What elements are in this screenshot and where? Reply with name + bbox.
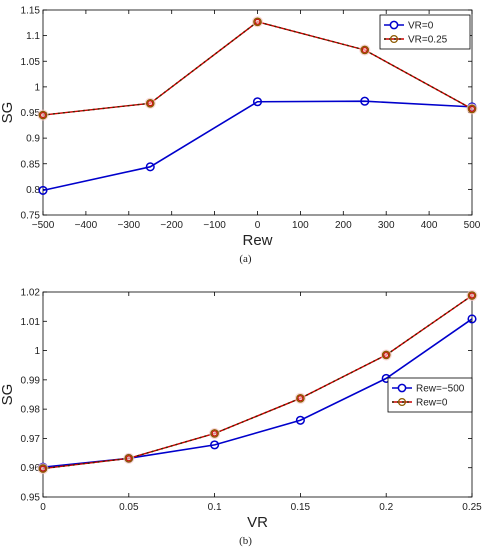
x-axis-label: Rew: [242, 232, 272, 249]
y-tick-label: 0.85: [21, 159, 41, 170]
x-tick-label: 0.1: [208, 502, 222, 513]
x-tick-label: 500: [464, 220, 481, 231]
data-point-inner: [254, 18, 261, 25]
data-point: [252, 97, 263, 107]
legend-label: VR=0.25: [408, 35, 448, 46]
caption: (b): [239, 535, 252, 547]
x-tick-label: 0.25: [462, 502, 482, 513]
data-point: [38, 464, 48, 473]
x-tick-label: 0.2: [379, 502, 393, 513]
legend-label: Rew=−500: [416, 384, 465, 395]
x-tick-label: −500: [32, 220, 55, 231]
data-point: [467, 291, 477, 300]
data-point: [210, 440, 220, 450]
x-tick-label: 400: [421, 220, 438, 231]
y-tick-label: 0.95: [21, 108, 41, 119]
chart-panel-a: −500 −400 −300 −200 −100 0 100 200 300 400 500 0.75…: [0, 6, 481, 266]
data-point-inner: [297, 395, 304, 402]
x-tick-label: −300: [118, 220, 141, 231]
y-tick-label: 1.1: [26, 31, 40, 42]
data-point: [38, 110, 48, 120]
legend-label: Rew=0: [416, 398, 448, 409]
data-point: [467, 314, 477, 324]
y-tick-label: 0.98: [21, 405, 41, 416]
data-point-inner: [40, 465, 46, 472]
y-tick-label: 0.97: [21, 434, 41, 445]
data-point-inner: [147, 100, 154, 107]
data-point: [295, 415, 305, 425]
data-point-inner: [125, 455, 132, 462]
y-tick-label: 0.75: [21, 211, 41, 222]
data-point-inner: [211, 430, 218, 437]
series-line-overlay-2: [42, 21, 473, 116]
chart-panel-b: 0 0.05 0.1 0.15 0.2 0.25 0.95 0.96 0.97 0.98 0.99 1…: [0, 288, 482, 548]
data-point: [467, 104, 477, 114]
x-tick-label: −100: [203, 220, 226, 231]
data-point-inner: [361, 47, 368, 53]
legend: Rew=−500 Rew=0: [387, 377, 473, 413]
legend-marker: [389, 20, 399, 30]
data-point: [145, 162, 155, 172]
x-tick-label: −400: [75, 220, 98, 231]
y-tick-label: 1.01: [21, 317, 41, 328]
x-axis-label: VR: [247, 514, 268, 531]
x-tick-label: 0.05: [119, 502, 139, 513]
data-point-inner: [40, 112, 46, 118]
x-tick-label: 0: [40, 502, 46, 513]
y-tick-label: 1.02: [21, 288, 41, 299]
data-point: [360, 45, 370, 55]
x-tick-label: 300: [378, 220, 395, 231]
y-axis-label: SG: [0, 102, 16, 124]
y-tick-label: 1.05: [21, 57, 41, 68]
data-point: [360, 96, 370, 106]
legend-label: VR=0: [408, 21, 434, 32]
legend: VR=0 VR=0.25: [379, 14, 471, 50]
series-line-1: [42, 100, 473, 192]
data-point: [253, 17, 262, 27]
x-tick-label: 200: [335, 220, 352, 231]
y-tick-label: 0.99: [21, 375, 41, 386]
x-tick-label: 0: [255, 220, 261, 231]
x-tick-label: 0.15: [291, 502, 311, 513]
data-point: [381, 350, 391, 360]
y-axis-label: SG: [0, 384, 16, 406]
data-point: [145, 98, 155, 108]
data-point: [38, 185, 48, 195]
legend-box: [379, 14, 471, 50]
data-point-inner: [469, 292, 475, 299]
legend-marker: [389, 34, 399, 44]
data-point-inner: [383, 352, 390, 358]
y-tick-label: 0.96: [21, 463, 41, 474]
y-tick-label: 1.15: [21, 6, 41, 17]
data-point: [296, 394, 305, 403]
legend-marker: [397, 383, 407, 393]
x-tick-label: 100: [292, 220, 309, 231]
data-point: [210, 429, 219, 438]
data-point: [124, 454, 134, 463]
data-point-inner: [469, 106, 475, 112]
x-tick-label: −200: [160, 220, 183, 231]
caption: (a): [239, 253, 252, 265]
y-tick-label: 0.9: [26, 134, 40, 145]
y-tick-label: 1: [34, 82, 40, 93]
y-tick-label: 0.95: [21, 493, 41, 504]
y-tick-label: 1: [34, 346, 40, 357]
legend-marker: [397, 397, 407, 407]
y-tick-label: 0.8: [26, 185, 40, 196]
series-line-overlay-2: [42, 294, 473, 470]
